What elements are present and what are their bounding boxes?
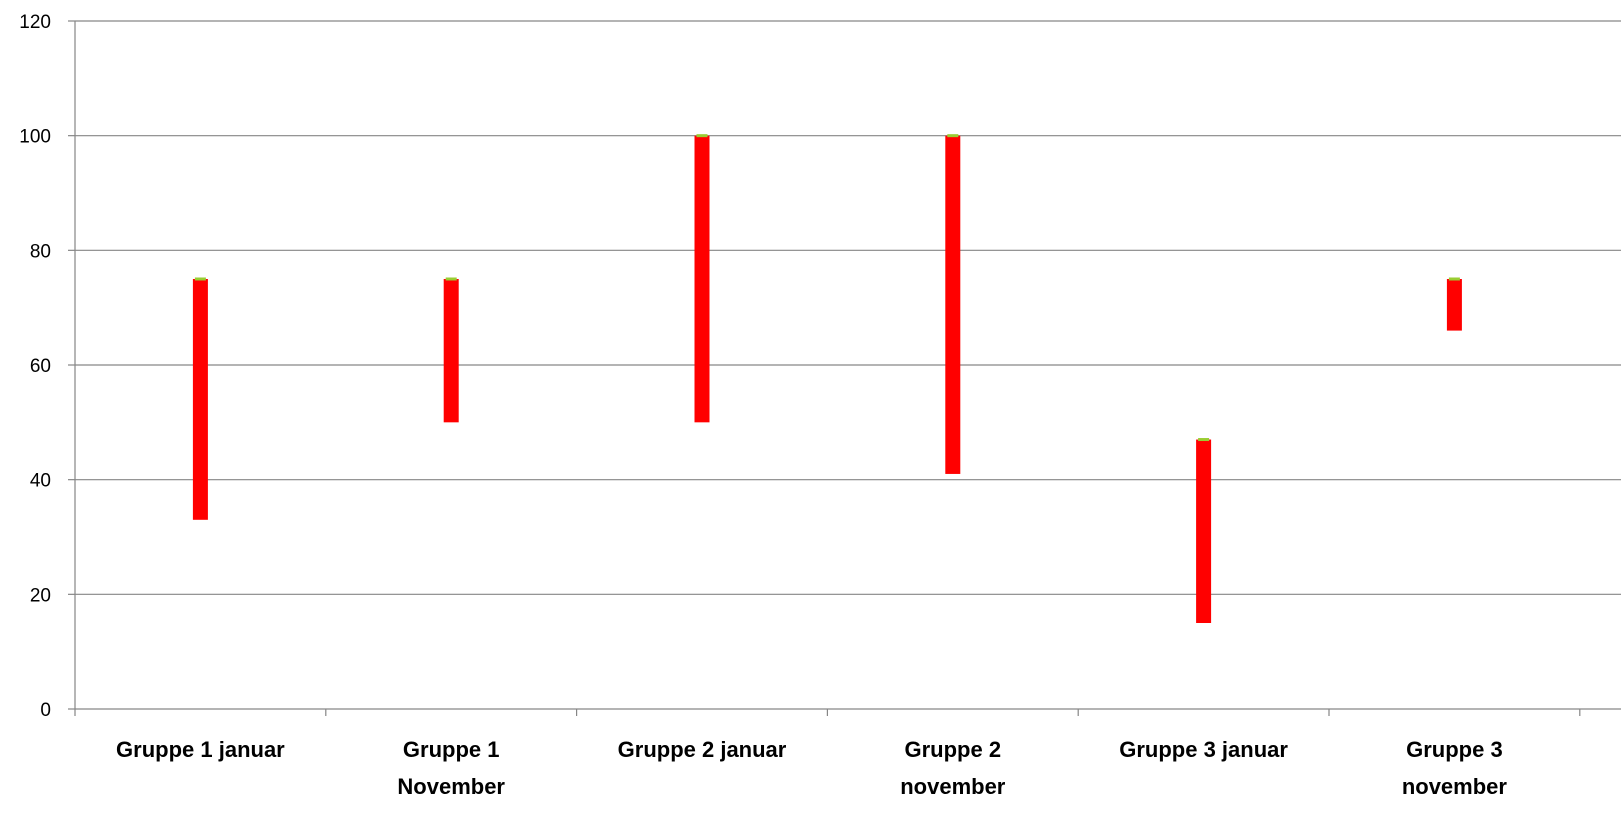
y-tick-label: 80 (30, 241, 51, 262)
x-category-label-line: Gruppe 1 januar (116, 737, 285, 762)
high-marker (194, 277, 206, 281)
high-marker (947, 134, 959, 138)
range-bars (192, 134, 1462, 623)
range-bar (443, 279, 459, 423)
x-category-label: Gruppe 2 januar (618, 737, 787, 762)
y-axis-tick-labels: 0 20 40 60 80 100 120 (19, 12, 51, 721)
high-marker (1448, 277, 1460, 281)
y-tick-label: 60 (30, 356, 51, 377)
x-category-label: Gruppe 2 november (900, 737, 1006, 799)
range-bar (1446, 279, 1462, 331)
x-axis-category-labels: Gruppe 1 januar Gruppe 1 November Gruppe 2 … (116, 737, 1507, 799)
gridlines (75, 20, 1621, 595)
y-tick-label: 40 (30, 471, 51, 492)
high-marker (696, 134, 708, 138)
x-category-label-line: Gruppe 1 (403, 737, 500, 762)
y-tick-label: 0 (40, 700, 51, 721)
range-bar (192, 279, 208, 520)
range-bar (694, 135, 710, 423)
y-tick-label: 120 (19, 12, 51, 33)
x-category-label: Gruppe 1 November (397, 737, 505, 799)
range-bar (1196, 439, 1212, 623)
x-category-label-line: Gruppe 2 januar (618, 737, 787, 762)
x-category-label-line: Gruppe 2 (905, 737, 1002, 762)
y-tick-label: 20 (30, 585, 51, 606)
x-category-label-line: Gruppe 3 januar (1119, 737, 1288, 762)
high-marker (445, 277, 457, 281)
axes (68, 20, 1621, 716)
x-category-label-line: november (900, 774, 1006, 799)
y-tick-label: 100 (19, 127, 51, 148)
range-bar (945, 135, 961, 474)
x-category-label: Gruppe 1 januar (116, 737, 285, 762)
x-category-label: Gruppe 3 november (1402, 737, 1508, 799)
x-category-label-line: november (1402, 774, 1508, 799)
x-category-label: Gruppe 3 januar (1119, 737, 1288, 762)
high-marker (1198, 438, 1210, 442)
x-category-label-line: Gruppe 3 (1406, 737, 1503, 762)
x-category-label-line: November (397, 774, 505, 799)
